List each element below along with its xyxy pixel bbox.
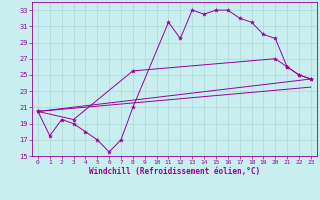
X-axis label: Windchill (Refroidissement éolien,°C): Windchill (Refroidissement éolien,°C) <box>89 167 260 176</box>
